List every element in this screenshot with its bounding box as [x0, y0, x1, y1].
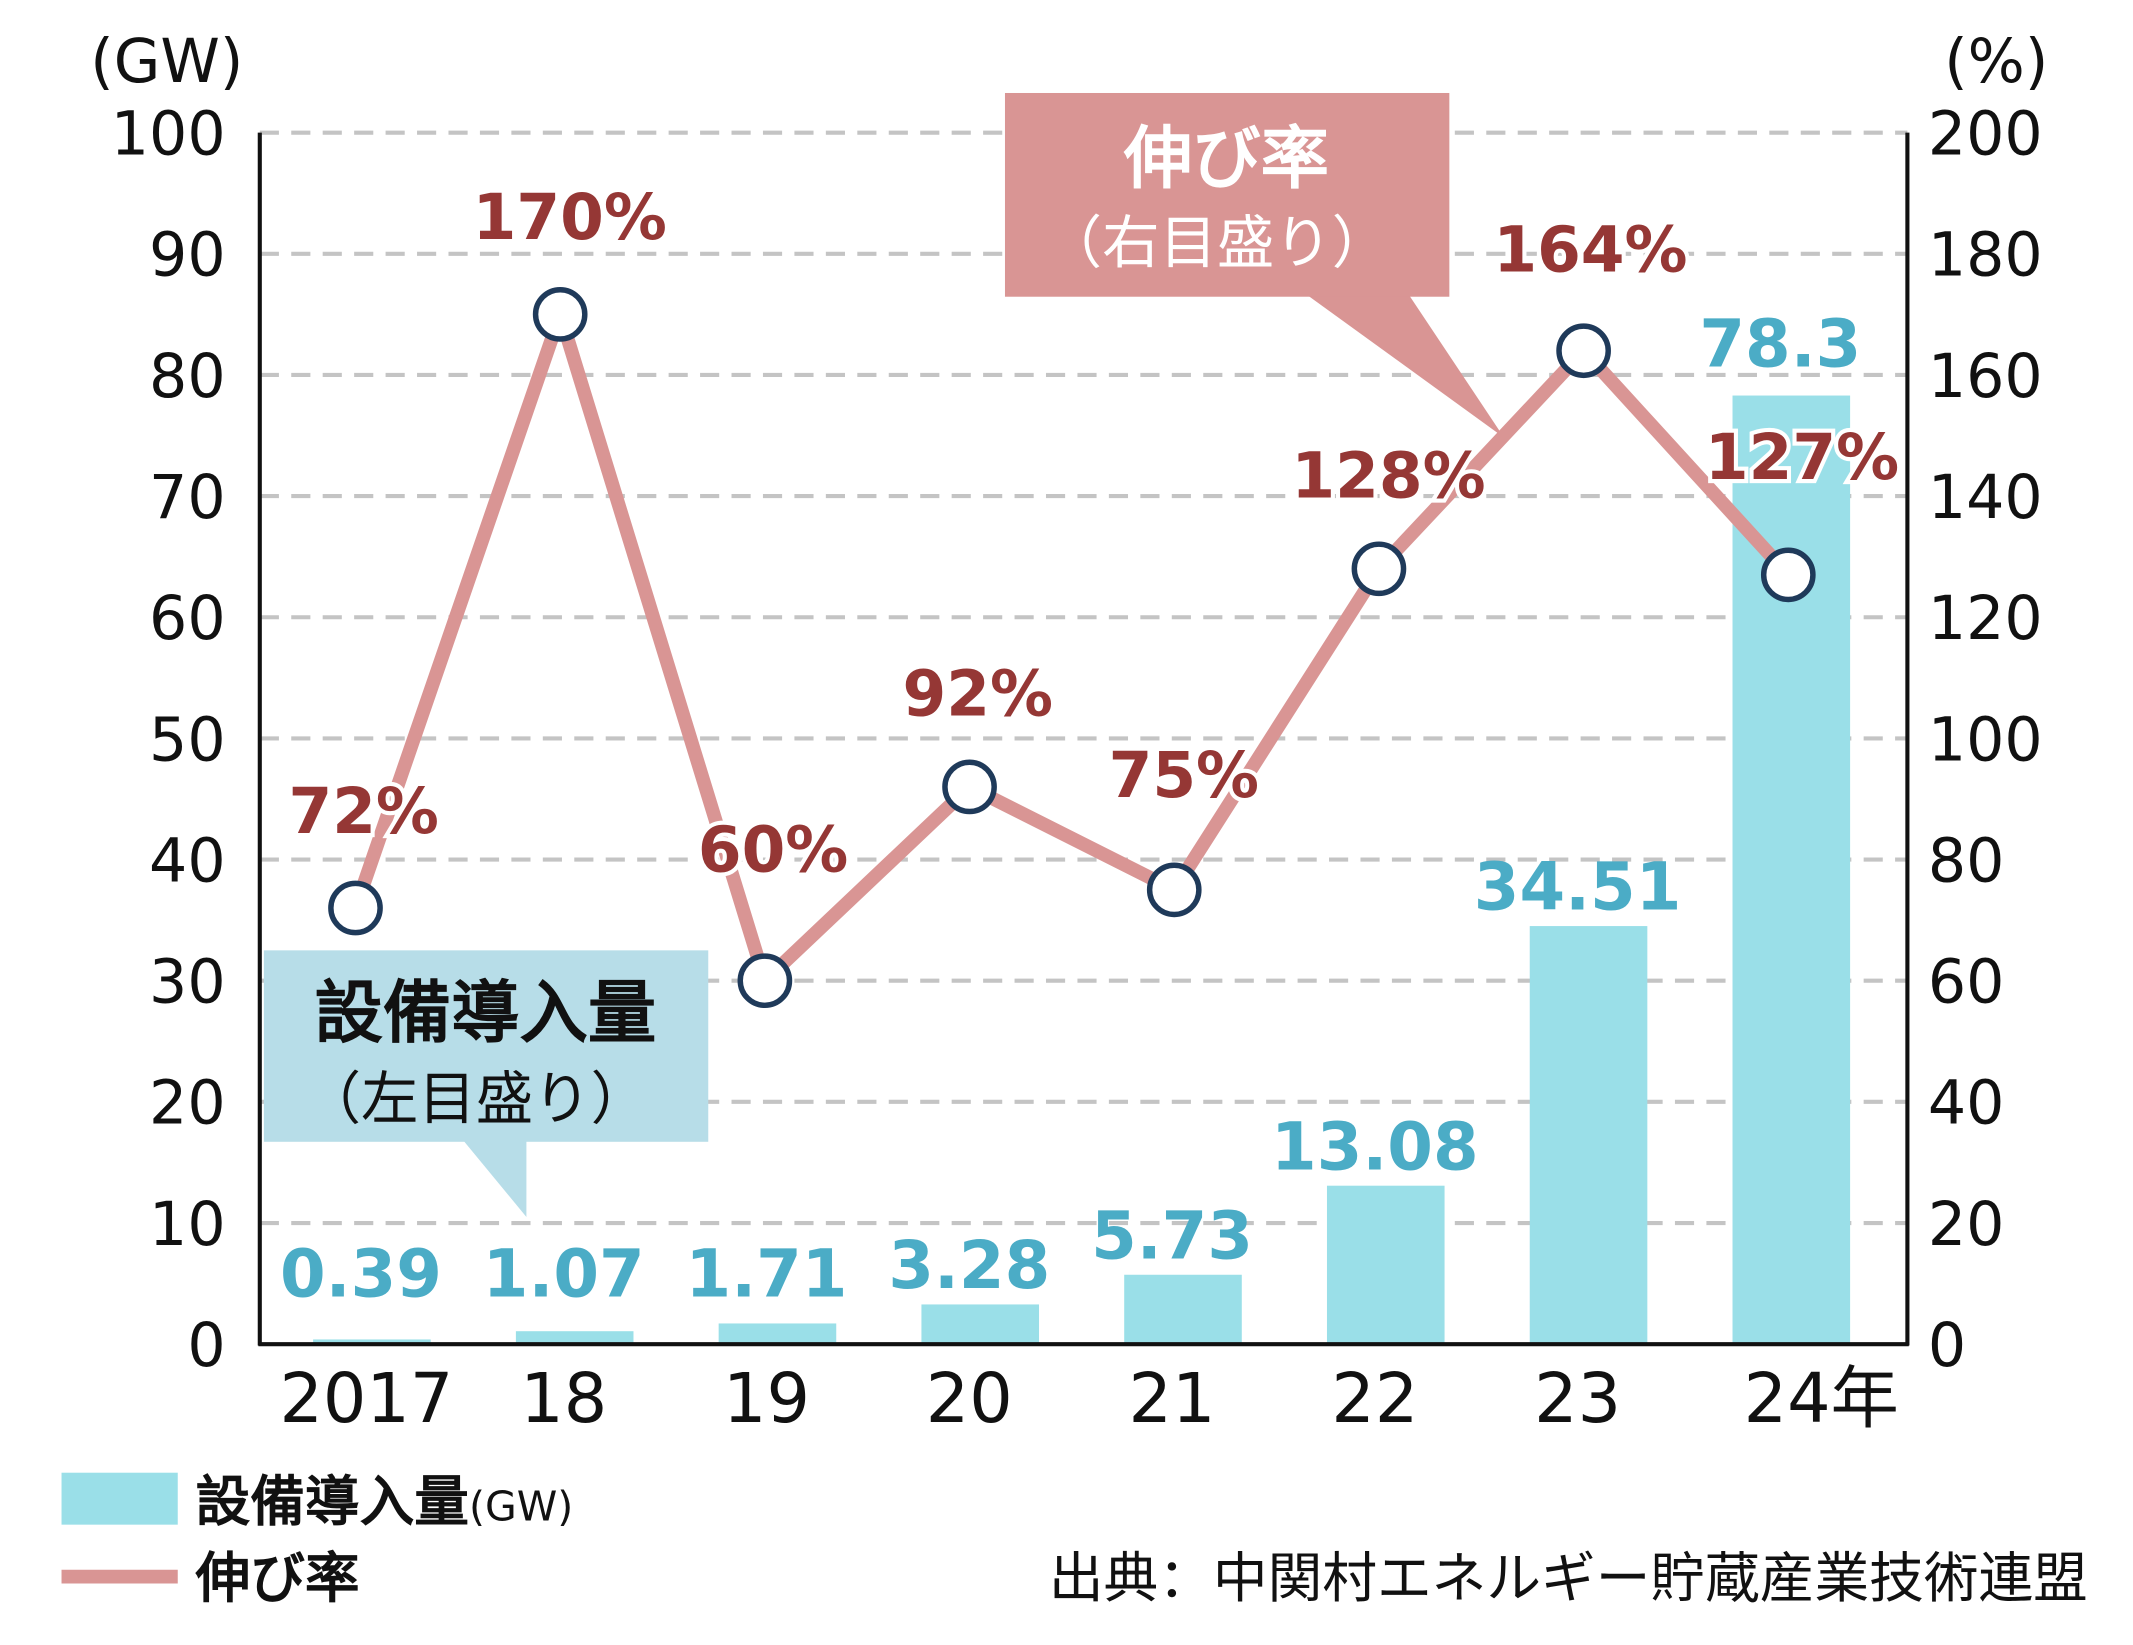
- right-tick-label: 120: [1928, 584, 2043, 654]
- bar-callout-box: [263, 950, 709, 1142]
- line-value-label: 127%: [1705, 421, 1899, 494]
- legend-bar-label: 設備導入量(GW): [196, 1470, 574, 1534]
- left-tick-labels: 0 10 20 30 40 50 60 70 80 90 100: [111, 100, 226, 1382]
- left-tick-label: 30: [149, 948, 226, 1018]
- line-callout-pointer: [1305, 293, 1505, 438]
- left-axis-unit: (GW): [90, 27, 243, 97]
- left-tick-label: 60: [149, 584, 226, 654]
- left-tick-label: 100: [111, 100, 226, 170]
- legend-line-label: 伸び率: [195, 1546, 360, 1610]
- x-tick-label: 22: [1331, 1360, 1418, 1439]
- bar-value-label: 0.39: [280, 1236, 442, 1312]
- bar-callout-subtitle: （左目盛り）: [304, 1066, 648, 1133]
- line-value-label: 170%: [473, 181, 667, 254]
- right-axis-unit: (%): [1944, 27, 2048, 97]
- line-value-label: 75%: [1109, 739, 1259, 812]
- line-value-label: 72%: [288, 775, 438, 848]
- line-value-labels: 72% 170% 60% 92% 75% 128% 164% 127%: [284, 177, 1903, 890]
- line-value-label: 60%: [698, 813, 848, 886]
- right-tick-label: 60: [1928, 948, 2005, 1018]
- bar-value-label: 1.07: [483, 1236, 645, 1312]
- x-tick-label: 19: [723, 1360, 810, 1439]
- legend-bar-swatch: [61, 1472, 178, 1525]
- x-tick-label: 24年: [1744, 1360, 1899, 1439]
- bar: [1529, 926, 1648, 1345]
- bar-value-label: 1.71: [686, 1236, 848, 1312]
- bar-value-label: 13.08: [1271, 1109, 1479, 1185]
- bar-value-label: 3.28: [888, 1228, 1050, 1304]
- line-callout-box: [1004, 92, 1450, 297]
- x-tick-labels: 2017 18 19 20 21 22 23 24年: [279, 1360, 1898, 1439]
- x-tick-label: 18: [520, 1360, 607, 1439]
- right-tick-label: 160: [1928, 342, 2043, 412]
- bar-value-label: 78.3: [1699, 306, 1861, 382]
- legend: 設備導入量(GW) 伸び率: [61, 1470, 574, 1610]
- left-tick-label: 90: [149, 221, 226, 291]
- bar-callout-pointer: [462, 1139, 527, 1217]
- left-tick-label: 10: [149, 1190, 226, 1260]
- left-tick-label: 40: [149, 826, 226, 896]
- left-tick-label: 50: [149, 705, 226, 775]
- right-tick-label: 0: [1928, 1311, 1966, 1381]
- bar: [515, 1331, 634, 1345]
- line-callout-title: 伸び率: [1123, 120, 1329, 199]
- x-tick-label: 23: [1534, 1360, 1621, 1439]
- bar-value-label: 34.51: [1474, 850, 1682, 926]
- bar: [921, 1304, 1040, 1345]
- left-tick-label: 80: [149, 342, 226, 412]
- legend-bar-unit: (GW): [469, 1483, 573, 1531]
- right-tick-label: 100: [1928, 705, 2043, 775]
- line-marker: [942, 759, 997, 815]
- bar: [718, 1323, 837, 1345]
- right-tick-label: 140: [1928, 463, 2043, 533]
- bar: [313, 1339, 431, 1345]
- line-marker: [737, 953, 793, 1009]
- bar-value-label: 5.73: [1091, 1198, 1253, 1274]
- line-value-label: 128%: [1291, 440, 1485, 513]
- right-tick-labels: 0 20 40 60 80 100 120 140 160 180 200: [1928, 100, 2043, 1382]
- line-marker: [1146, 862, 1202, 918]
- left-tick-label: 70: [149, 463, 226, 533]
- line-marker: [1760, 547, 1816, 603]
- line-value-label: 92%: [903, 658, 1053, 731]
- line-marker: [532, 287, 588, 342]
- line-value-label: 164%: [1493, 213, 1687, 286]
- source-note: 出典：中関村エネルギー貯蔵産業技術連盟: [1049, 1546, 2088, 1610]
- line-series: [328, 287, 1816, 1009]
- left-tick-label: 0: [187, 1311, 225, 1381]
- line-callout: 伸び率 （右目盛り）: [1004, 92, 1505, 438]
- right-tick-label: 80: [1928, 826, 2005, 896]
- line-marker: [1556, 323, 1611, 379]
- line-marker: [328, 880, 383, 936]
- right-tick-label: 40: [1928, 1069, 2005, 1139]
- bar-callout: 設備導入量 （左目盛り）: [263, 950, 709, 1217]
- bar: [1124, 1274, 1242, 1345]
- right-tick-label: 180: [1928, 221, 2043, 291]
- left-tick-label: 20: [149, 1069, 226, 1139]
- line-callout-subtitle: （右目盛り）: [1045, 210, 1389, 277]
- axes: [257, 132, 1910, 1347]
- bar: [1326, 1185, 1445, 1345]
- right-tick-label: 20: [1928, 1190, 2005, 1260]
- growth-line: [349, 307, 1794, 988]
- right-tick-label: 200: [1928, 100, 2043, 170]
- legend-bar-name: 設備導入量: [196, 1470, 469, 1534]
- x-tick-label: 20: [926, 1360, 1013, 1439]
- bar-callout-title: 設備導入量: [315, 974, 657, 1053]
- x-tick-label: 21: [1129, 1360, 1216, 1439]
- x-tick-label: 2017: [279, 1360, 453, 1439]
- line-marker: [1351, 541, 1407, 597]
